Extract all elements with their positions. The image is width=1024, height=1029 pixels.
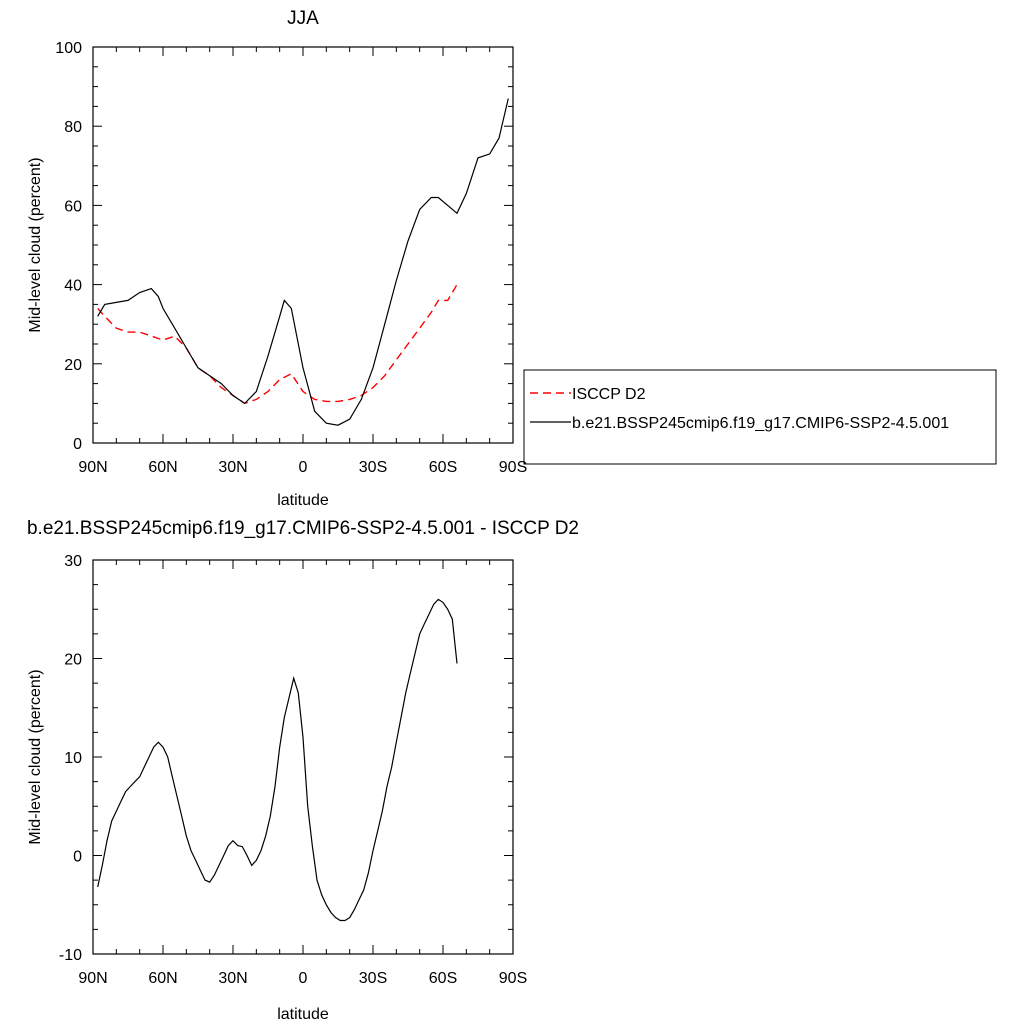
top-x-tick-label: 90N xyxy=(78,459,107,476)
bottom-panel-ylabel: Mid-level cloud (percent) xyxy=(27,669,44,844)
top-x-tick-label: 60S xyxy=(429,459,457,476)
top-x-tick-label: 30N xyxy=(218,459,247,476)
top-panel-frame xyxy=(92,46,514,444)
top-y-tick-label: 40 xyxy=(64,278,82,295)
bottom-x-tick-label: 0 xyxy=(299,970,308,987)
bottom-x-tick-label: 60S xyxy=(429,970,457,987)
bottom-y-tick-label: 10 xyxy=(64,750,82,767)
bottom-panel: b.e21.BSSP245cmip6.f19_g17.CMIP6-SSP2-4.… xyxy=(27,518,579,1023)
bottom-x-tick-label: 30N xyxy=(218,970,247,987)
top-series-line-2 xyxy=(97,98,509,426)
legend-box xyxy=(523,369,997,465)
legend-label-model: b.e21.BSSP245cmip6.f19_g17.CMIP6-SSP2-4.… xyxy=(572,415,949,432)
bottom-panel-lines xyxy=(97,598,458,922)
top-y-tick-label: 0 xyxy=(73,436,82,453)
bottom-y-tick-label: -10 xyxy=(59,947,82,964)
top-x-tick-label: 90S xyxy=(499,459,527,476)
bottom-x-tick-label: 60N xyxy=(148,970,177,987)
bottom-panel-axes: 90N 60N 30N 0 30S 60S 90S -10 0 10 20 30 xyxy=(59,553,527,987)
bottom-y-tick-label: 30 xyxy=(64,553,82,570)
top-y-tick-label: 20 xyxy=(64,357,82,374)
top-series-line-1 xyxy=(97,284,458,405)
bottom-y-tick-label: 20 xyxy=(64,652,82,669)
legend: ISCCP D2 b.e21.BSSP245cmip6.f19_g17.CMIP… xyxy=(523,369,997,465)
top-panel: JJA latitude Mid-level cloud (percent) 9… xyxy=(27,8,527,509)
bottom-panel-frame xyxy=(92,559,514,955)
top-panel-title: JJA xyxy=(287,8,319,29)
top-y-tick-label: 80 xyxy=(64,119,82,136)
legend-label-isccp: ISCCP D2 xyxy=(572,386,646,403)
top-panel-xlabel: latitude xyxy=(277,492,329,509)
bottom-x-tick-label: 30S xyxy=(359,970,387,987)
top-panel-axes: 90N 60N 30N 0 30S 60S 90S 0 20 40 60 80 100 xyxy=(55,40,527,476)
bottom-y-tick-label: 0 xyxy=(73,849,82,866)
top-panel-ylabel: Mid-level cloud (percent) xyxy=(27,157,44,332)
bottom-panel-title: b.e21.BSSP245cmip6.f19_g17.CMIP6-SSP2-4.… xyxy=(27,518,579,539)
bottom-panel-xlabel: latitude xyxy=(277,1006,329,1023)
top-panel-lines xyxy=(97,98,509,426)
top-x-tick-label: 30S xyxy=(359,459,387,476)
top-x-tick-label: 0 xyxy=(299,459,308,476)
bottom-x-tick-label: 90S xyxy=(499,970,527,987)
top-y-tick-label: 100 xyxy=(55,40,82,57)
top-x-tick-label: 60N xyxy=(148,459,177,476)
top-y-tick-label: 60 xyxy=(64,198,82,215)
bottom-series-line-1 xyxy=(97,598,458,922)
bottom-x-tick-label: 90N xyxy=(78,970,107,987)
